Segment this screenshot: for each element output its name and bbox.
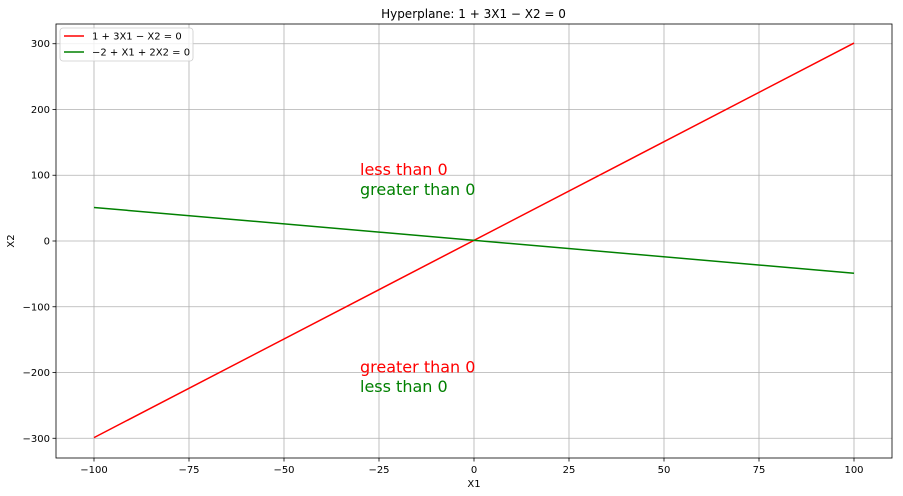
x-tick-label: −100 (80, 465, 107, 476)
y-tick-label: 100 (31, 171, 50, 182)
x-tick-label: −75 (178, 465, 199, 476)
x-axis-label: X1 (467, 479, 480, 490)
legend-label-2: −2 + X1 + 2X2 = 0 (92, 48, 190, 59)
y-tick-label: 0 (44, 237, 50, 248)
legend-box (59, 27, 194, 62)
y-tick-label: −200 (23, 368, 50, 379)
y-tick-label: −100 (23, 302, 50, 313)
annotation-label: less than 0 (360, 160, 448, 179)
series-layer (93, 42, 855, 439)
chart-title: Hyperplane: 1 + 3X1 − X2 = 0 (381, 7, 566, 21)
x-tick-label: −50 (273, 465, 294, 476)
ticks: −100 −75 −50 −25 0 25 50 75 100 −300 −200 −100 0 100 2… (23, 39, 864, 476)
y-tick-label: −300 (23, 434, 50, 445)
x-tick-label: 50 (658, 465, 671, 476)
x-tick-label: 100 (844, 465, 863, 476)
y-tick-label: 200 (31, 105, 50, 116)
x-tick-label: 25 (563, 465, 576, 476)
legend-label-1: 1 + 3X1 − X2 = 0 (92, 32, 182, 43)
annotation-label: less than 0 (360, 377, 448, 396)
y-tick-label: 300 (31, 39, 50, 50)
series-line-2 (93, 206, 855, 274)
x-tick-label: 75 (753, 465, 766, 476)
annotation-label: greater than 0 (360, 358, 475, 377)
y-axis-label: X2 (6, 234, 17, 247)
annotation-label: greater than 0 (360, 180, 475, 199)
x-tick-label: 0 (471, 465, 477, 476)
legend: 1 + 3X1 − X2 = 0 −2 + X1 + 2X2 = 0 (59, 27, 194, 62)
x-tick-label: −25 (368, 465, 389, 476)
